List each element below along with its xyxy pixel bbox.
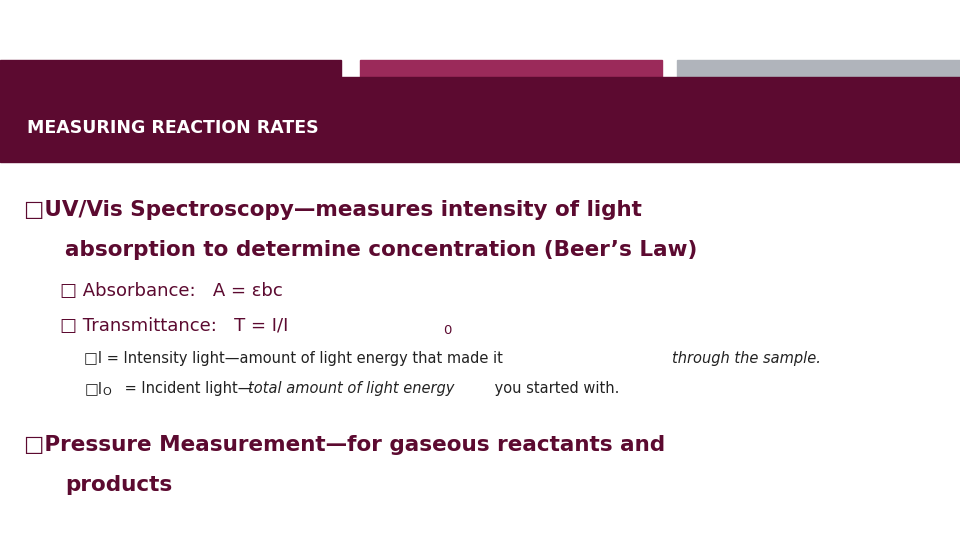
Text: □ Absorbance:   A = εbc: □ Absorbance: A = εbc xyxy=(60,282,282,300)
Text: absorption to determine concentration (Beer’s Law): absorption to determine concentration (B… xyxy=(65,240,698,260)
Text: □UV/Vis Spectroscopy—measures intensity of light: □UV/Vis Spectroscopy—measures intensity … xyxy=(24,200,642,220)
Text: MEASURING REACTION RATES: MEASURING REACTION RATES xyxy=(27,119,319,137)
Text: □I = Intensity light—amount of light energy that made it: □I = Intensity light—amount of light ene… xyxy=(84,351,508,366)
Bar xyxy=(360,60,662,77)
Bar xyxy=(0,60,341,77)
Text: O: O xyxy=(102,387,111,397)
Text: products: products xyxy=(65,475,173,495)
Bar xyxy=(677,60,960,77)
Text: = Incident light—: = Incident light— xyxy=(120,381,252,396)
Bar xyxy=(0,77,960,162)
Text: □Pressure Measurement—for gaseous reactants and: □Pressure Measurement—for gaseous reacta… xyxy=(24,435,665,455)
Text: 0: 0 xyxy=(444,324,452,337)
Text: □ Transmittance:   T = I/I: □ Transmittance: T = I/I xyxy=(60,317,288,335)
Text: total amount of light energy: total amount of light energy xyxy=(248,381,454,396)
Text: □I: □I xyxy=(84,381,103,396)
Text: you started with.: you started with. xyxy=(490,381,619,396)
Text: through the sample.: through the sample. xyxy=(672,351,821,366)
